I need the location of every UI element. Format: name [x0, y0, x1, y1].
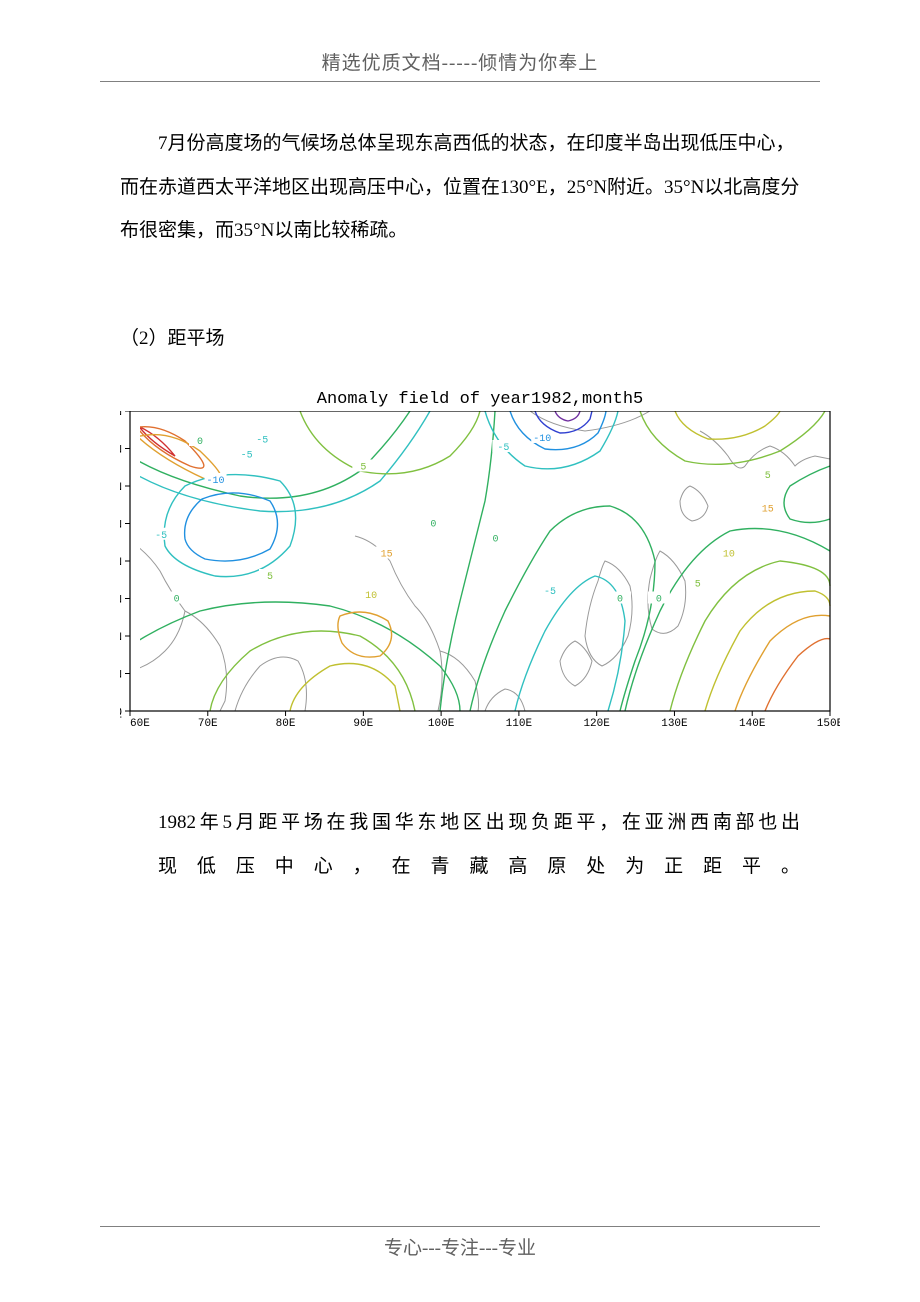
svg-text:15N: 15N	[120, 595, 122, 607]
svg-text:-5: -5	[497, 443, 509, 454]
svg-text:100E: 100E	[428, 718, 455, 730]
svg-text:25N: 25N	[120, 520, 122, 532]
svg-text:35N: 35N	[120, 445, 122, 457]
svg-text:-5: -5	[155, 531, 167, 542]
svg-text:5: 5	[765, 471, 771, 482]
svg-text:15: 15	[381, 550, 393, 561]
svg-text:120E: 120E	[583, 718, 610, 730]
paragraph-2: 1982年5月距平场在我国华东地区出现负距平，在亚洲西南部也出 现低压中心，在青…	[120, 801, 800, 888]
svg-text:70E: 70E	[198, 718, 218, 730]
svg-text:0: 0	[656, 595, 662, 606]
svg-text:-5: -5	[544, 587, 556, 598]
footer-text: 专心---专注---专业	[384, 1238, 536, 1259]
svg-text:0: 0	[197, 437, 203, 448]
svg-text:15: 15	[762, 505, 774, 516]
page-header: 精选优质文档-----倾情为你奉上	[0, 0, 920, 75]
page-footer: 专心---专注---专业	[0, 1226, 920, 1260]
svg-text:0: 0	[493, 535, 499, 546]
svg-text:150E: 150E	[817, 718, 840, 730]
svg-text:10N: 10N	[120, 632, 122, 644]
chart-title: Anomaly field of year1982,month5	[120, 390, 840, 409]
svg-text:80E: 80E	[276, 718, 296, 730]
svg-text:110E: 110E	[506, 718, 533, 730]
paragraph-1: 7月份高度场的气候场总体呈现东高西低的状态，在印度半岛出现低压中心，而在赤道西太…	[120, 122, 800, 253]
svg-text:-10: -10	[207, 476, 225, 487]
content-area: 7月份高度场的气候场总体呈现东高西低的状态，在印度半岛出现低压中心，而在赤道西太…	[0, 82, 920, 888]
contour-map-svg: -5-5-10-5005101550-5-100-50051051560E70E…	[120, 411, 840, 731]
svg-text:-10: -10	[533, 434, 551, 445]
anomaly-chart: Anomaly field of year1982,month5 -5-5-10…	[120, 390, 840, 731]
svg-text:0: 0	[174, 595, 180, 606]
para2-line1: 1982年5月距平场在我国华东地区出现负距平，在亚洲西南部也出	[158, 812, 800, 833]
svg-text:0: 0	[617, 595, 623, 606]
para2-line2: 现低压中心，在青藏高原处为正距平。	[120, 845, 800, 889]
svg-text:5: 5	[267, 572, 273, 583]
svg-text:5: 5	[360, 463, 366, 474]
svg-text:5: 5	[695, 580, 701, 591]
svg-text:60E: 60E	[130, 718, 150, 730]
svg-text:140E: 140E	[739, 718, 766, 730]
header-text: 精选优质文档-----倾情为你奉上	[322, 53, 599, 74]
footer-rule	[100, 1226, 820, 1227]
svg-text:-5: -5	[241, 451, 253, 462]
svg-text:-5: -5	[256, 436, 268, 447]
svg-text:90E: 90E	[353, 718, 373, 730]
svg-text:40N: 40N	[120, 411, 122, 419]
svg-text:5N: 5N	[120, 670, 122, 682]
svg-text:30N: 30N	[120, 482, 122, 494]
svg-text:20N: 20N	[120, 557, 122, 569]
svg-text:EQ: EQ	[120, 707, 122, 719]
svg-text:10: 10	[723, 550, 735, 561]
section-label: （2）距平场	[120, 323, 800, 350]
svg-text:0: 0	[430, 520, 436, 531]
svg-text:10: 10	[365, 591, 377, 602]
svg-text:130E: 130E	[661, 718, 688, 730]
